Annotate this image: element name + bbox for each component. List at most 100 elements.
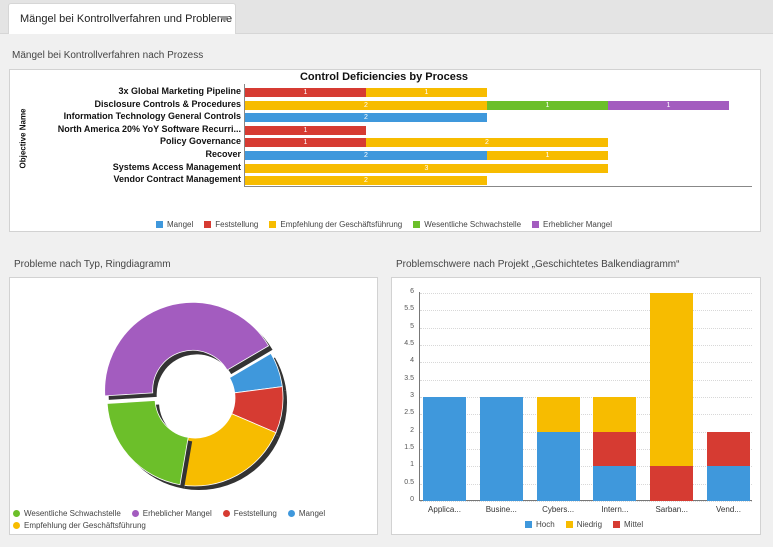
data-label: 1 (303, 89, 308, 96)
legend-dot (131, 510, 139, 517)
data-label: 2 (485, 139, 489, 147)
tab-dashboard[interactable]: Mängel bei Kontrollverfahren und Problem… (8, 3, 236, 34)
legend-label: Wesentliche Schwachstelle (24, 509, 121, 518)
data-label: 1 (424, 89, 429, 96)
x-tick-label: Cybers... (542, 505, 575, 514)
gridline (420, 431, 752, 433)
y-tick-label: 4 (410, 357, 414, 365)
bar-segment[interactable] (479, 397, 523, 501)
bar-segment[interactable]: 1 (487, 100, 608, 110)
legend-dot (222, 510, 230, 517)
legend-label: Wesentliche Schwachstelle (424, 220, 522, 229)
bar-segment[interactable] (650, 466, 694, 501)
y-tick-label: 5.5 (404, 305, 414, 313)
y-tick-label: 0 (410, 496, 414, 503)
gridline (420, 379, 752, 381)
data-label: 1 (303, 139, 308, 147)
bar-segment[interactable] (423, 397, 466, 501)
category-label: Policy Governance (159, 136, 241, 147)
data-label: 1 (545, 152, 550, 159)
legend-swatch (204, 221, 212, 228)
section-title-stacked: Problemschwere nach Projekt „Geschichtet… (396, 259, 680, 270)
bar-segment[interactable]: 1 (245, 88, 366, 97)
bar-segment[interactable]: 2 (245, 176, 487, 186)
legend-item[interactable]: Hoch (525, 520, 555, 529)
y-tick-label: 5 (410, 322, 414, 330)
tab-label: Mängel bei Kontrollverfahren und Problem… (20, 13, 233, 25)
legend-swatch (525, 521, 532, 528)
bar-segment[interactable] (593, 397, 637, 432)
x-tick-label: Sarban... (655, 505, 688, 514)
y-tick-label: 4.5 (404, 340, 414, 347)
bar-segment[interactable] (707, 431, 750, 467)
legend-item[interactable]: Mangel (287, 509, 325, 518)
legend-swatch (269, 221, 277, 228)
category-label: 3x Global Marketing Pipeline (118, 86, 241, 96)
section-title-donut: Probleme nach Typ, Ringdiagramm (14, 259, 171, 270)
legend-label: Niedrig (576, 520, 603, 529)
stacked-panel: 0 0.5 1 1.5 2 2.5 3 3.5 4 4.5 5 5.5 6 Applica... Busin… (391, 277, 761, 535)
bar-segment[interactable]: 2 (366, 138, 608, 148)
legend-label: Empfehlung der Geschäftsführung (24, 521, 146, 530)
legend-label: Hoch (536, 520, 555, 529)
legend-item[interactable]: Feststellung (204, 220, 258, 229)
gridline (420, 449, 752, 450)
category-label: Recover (205, 149, 241, 159)
bar-segment[interactable] (536, 397, 580, 432)
legend-label: Feststellung (215, 220, 259, 229)
stacked-chart: 0 0.5 1 1.5 2 2.5 3 3.5 4 4.5 5 5.5 6 Applica... Busin… (392, 278, 760, 518)
bar-segment[interactable]: 1 (608, 100, 729, 110)
legend-label: Erheblicher Mangel (142, 509, 212, 518)
chevron-down-icon[interactable] (219, 16, 229, 22)
legend-swatch (532, 221, 540, 228)
y-tick-label: 1 (410, 461, 414, 469)
plot-area (419, 292, 752, 501)
legend-item[interactable]: Mittel (613, 520, 643, 529)
donut-slice[interactable] (106, 400, 189, 486)
legend-item[interactable]: Niedrig (565, 520, 603, 529)
bar-segment[interactable]: 1 (245, 125, 366, 135)
bar-segment[interactable] (593, 431, 637, 467)
bar-segment[interactable] (707, 466, 750, 501)
donut-slice[interactable] (104, 301, 270, 397)
legend-item[interactable]: Wesentliche Schwachstelle (413, 220, 521, 229)
bar-segment[interactable]: 1 (245, 138, 366, 148)
x-tick-label: Vend... (716, 505, 741, 514)
bar-segment[interactable] (650, 293, 694, 467)
bar-segment[interactable] (536, 431, 580, 501)
bar-segment[interactable]: 1 (366, 88, 487, 97)
bar-segment[interactable]: 2 (245, 100, 487, 110)
y-tick-label: 6 (410, 288, 414, 295)
legend-item[interactable]: Wesentliche Schwachstelle (13, 509, 121, 518)
deficiencies-chart: Control Deficiencies by Process Objectiv… (10, 70, 760, 231)
legend-dot (287, 510, 295, 517)
bar-segment[interactable]: 1 (487, 151, 608, 160)
y-tick-label: 3 (410, 392, 414, 399)
legend-dot (13, 510, 20, 517)
y-tick-label: 3.5 (404, 374, 414, 382)
chart-title: Control Deficiencies by Process (299, 71, 469, 83)
bar-segment[interactable]: 2 (245, 113, 487, 123)
legend-item[interactable]: Empfehlung der Geschäftsführung (13, 521, 146, 530)
legend-item[interactable]: Mangel (156, 220, 193, 229)
gridline (420, 327, 752, 329)
legend-label: Mittel (624, 520, 644, 529)
y-tick-label: 2 (410, 426, 414, 434)
gridline (420, 483, 752, 485)
chart-legend: Wesentliche Schwachstelle Erheblicher Man… (13, 509, 373, 530)
legend-label: Feststellung (233, 509, 277, 518)
legend-item[interactable]: Empfehlung der Geschäftsführung (269, 220, 402, 229)
legend-label: Erheblicher Mangel (543, 220, 612, 229)
bar-segment[interactable]: 3 (245, 163, 608, 173)
x-tick-label: Busine... (485, 505, 517, 514)
gridline (420, 310, 752, 312)
y-tick-label: 0.5 (404, 478, 414, 486)
data-label: 1 (303, 126, 308, 134)
donut-panel: Wesentliche Schwachstelle Erheblicher Man… (9, 277, 378, 535)
legend-item[interactable]: Feststellung (222, 509, 277, 518)
section-title-top: Mängel bei Kontrollverfahren nach Prozes… (12, 50, 204, 61)
bar-segment[interactable]: 2 (245, 151, 487, 160)
legend-item[interactable]: Erheblicher Mangel (532, 220, 612, 229)
bar-segment[interactable] (593, 466, 637, 501)
legend-item[interactable]: Erheblicher Mangel (131, 509, 212, 518)
